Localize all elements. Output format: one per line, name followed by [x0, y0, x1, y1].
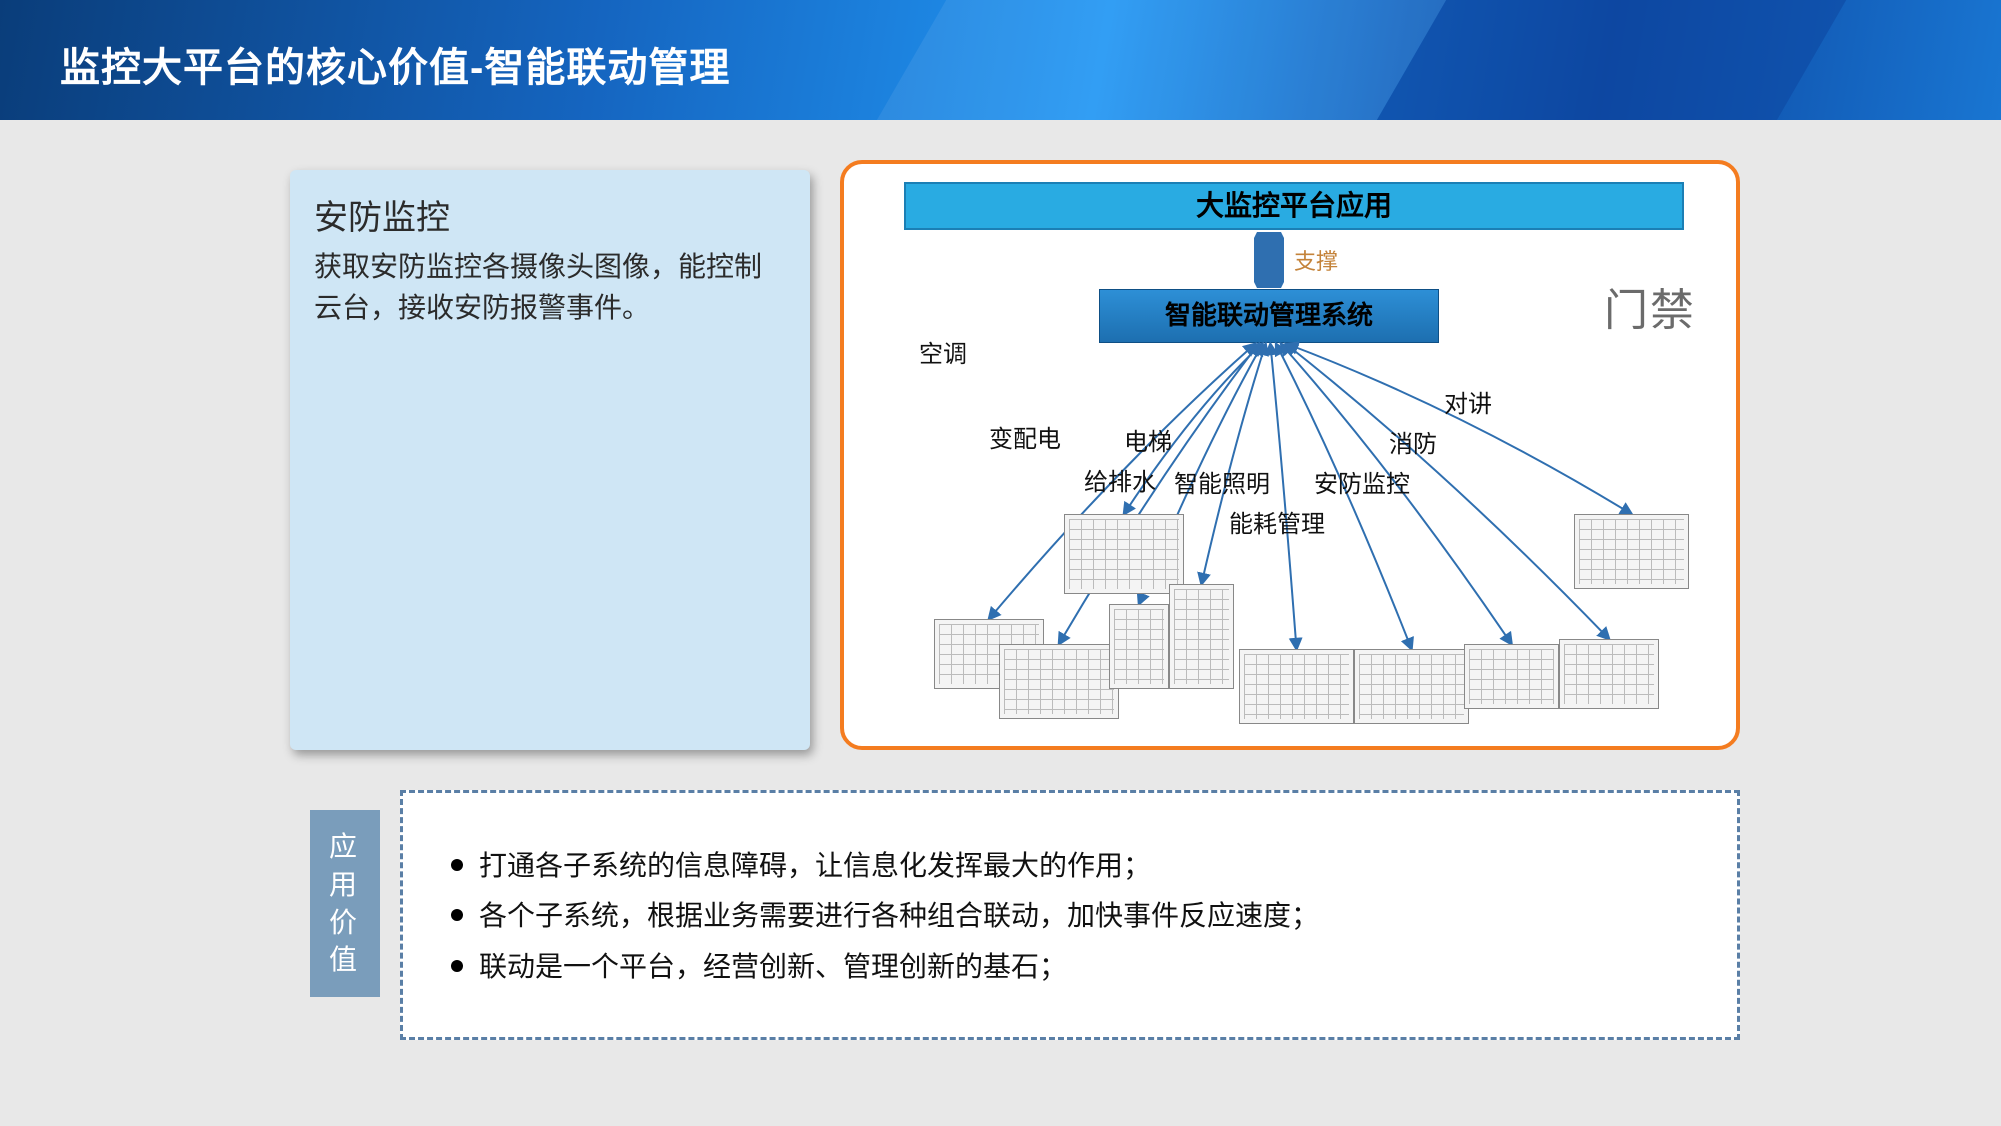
subsystem-thumb-zhaoming — [1169, 584, 1234, 689]
value-bullet: 联动是一个平台，经营创新、管理创新的基石； — [445, 942, 1717, 992]
subsystem-thumb-anfang — [1354, 649, 1469, 724]
left-card-title: 安防监控 — [314, 190, 786, 239]
slide-header: 监控大平台的核心价值-智能联动管理 — [0, 0, 2001, 120]
subsystem-thumb-bianpei — [999, 644, 1119, 719]
subsystem-label-bianpei: 变配电 — [989, 419, 1061, 454]
subsystem-label-nenghao: 能耗管理 — [1229, 504, 1325, 539]
value-box: 打通各子系统的信息障碍，让信息化发挥最大的作用；各个子系统，根据业务需要进行各种… — [400, 790, 1740, 1040]
subsystem-thumb-menjin — [1574, 514, 1689, 589]
gateway-label: 门禁 — [1604, 274, 1696, 338]
value-tab: 应用价值 — [310, 810, 380, 997]
diagram-top-box: 大监控平台应用 — [904, 182, 1684, 230]
left-card-desc: 获取安防监控各摄像头图像，能控制云台，接收安防报警事件。 — [314, 247, 786, 328]
subsystem-thumb-nenghao — [1239, 649, 1354, 724]
value-bullet: 打通各子系统的信息障碍，让信息化发挥最大的作用； — [445, 841, 1717, 891]
subsystem-label-geipaishui: 给排水 — [1084, 462, 1156, 497]
subsystem-label-anfang: 安防监控 — [1314, 464, 1410, 499]
double-arrow-icon — [1254, 232, 1284, 288]
system-diagram: 大监控平台应用 支撑 智能联动管理系统 门禁 空调变配电 电梯给排水智能照明能耗管… — [840, 160, 1740, 750]
subsystem-thumb-geipaishui — [1109, 604, 1169, 689]
value-bullet: 各个子系统，根据业务需要进行各种组合联动，加快事件反应速度； — [445, 891, 1717, 941]
value-section: 应用价值 打通各子系统的信息障碍，让信息化发挥最大的作用；各个子系统，根据业务需… — [310, 790, 1740, 1040]
subsystem-label-xiaofang: 消防 — [1389, 424, 1437, 459]
subsystem-label-kongtiao: 空调 — [919, 334, 967, 369]
subsystem-thumb-dianti — [1064, 514, 1184, 594]
support-label: 支撑 — [1294, 244, 1338, 276]
subsystem-thumb-duijiang — [1559, 639, 1659, 709]
subsystem-label-zhaoming: 智能照明 — [1174, 464, 1270, 499]
slide-title: 监控大平台的核心价值-智能联动管理 — [60, 35, 730, 93]
subsystem-label-dianti: 电梯 — [1124, 422, 1172, 457]
subsystem-label-duijiang: 对讲 — [1444, 384, 1492, 419]
subsystem-thumb-xiaofang — [1464, 644, 1559, 709]
left-info-card: 安防监控 获取安防监控各摄像头图像，能控制云台，接收安防报警事件。 — [290, 170, 810, 750]
diagram-hub-box: 智能联动管理系统 — [1099, 289, 1439, 343]
value-list: 打通各子系统的信息障碍，让信息化发挥最大的作用；各个子系统，根据业务需要进行各种… — [445, 841, 1717, 992]
